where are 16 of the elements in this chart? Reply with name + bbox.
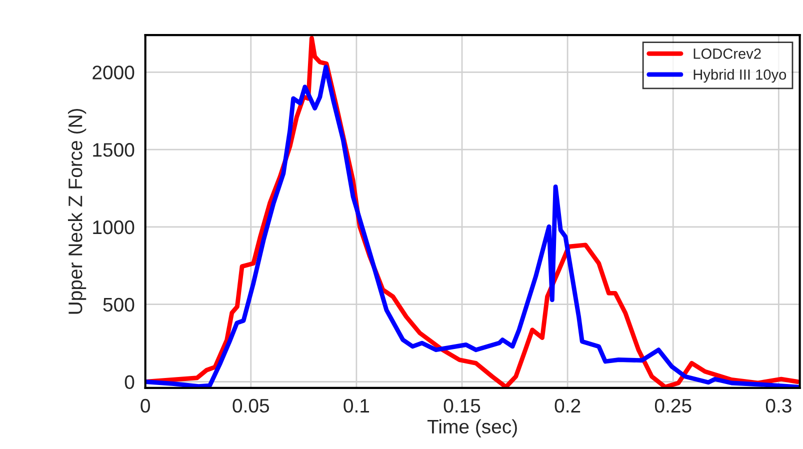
x-tick-label: 0.3 <box>766 398 792 413</box>
y-axis-title: Upper Neck Z Force (N) <box>68 108 86 314</box>
y-tick-label: 2000 <box>92 66 134 80</box>
y-tick-label: 0 <box>124 375 134 389</box>
x-tick-label: 0 <box>140 398 150 413</box>
x-tick-label: 0.2 <box>554 398 580 413</box>
legend-label: Hybrid III 10yo <box>694 69 786 83</box>
y-tick-label: 1000 <box>93 220 134 234</box>
x-tick-label: 0.05 <box>232 398 270 413</box>
x-tick-label: 0.25 <box>654 398 692 413</box>
x-tick-label: 0.15 <box>444 398 480 413</box>
x-axis-title: Time (sec) <box>427 419 517 438</box>
x-tick-label: 0.1 <box>344 398 370 413</box>
y-tick-label: 500 <box>103 298 134 312</box>
legend-label: LODCrev2 <box>694 48 761 59</box>
y-tick-label: 1500 <box>93 143 134 157</box>
